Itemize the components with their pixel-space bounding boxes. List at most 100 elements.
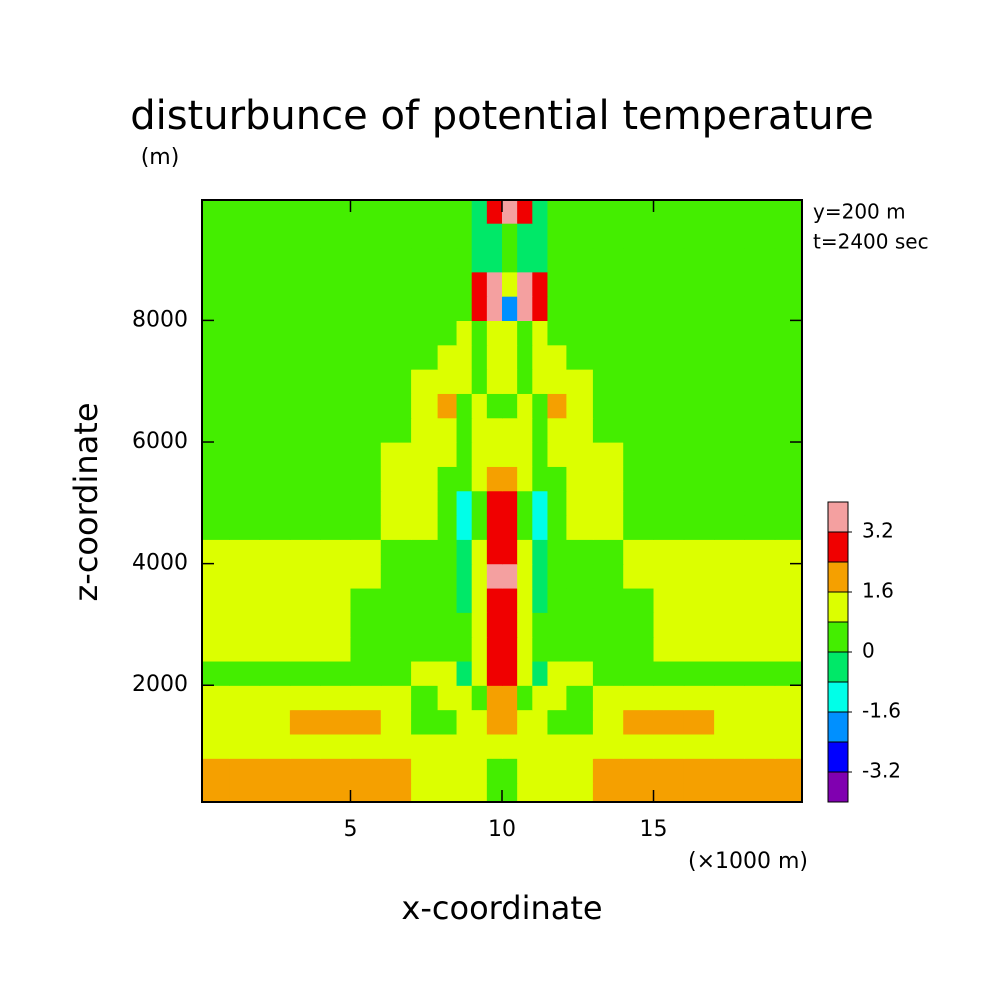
contour-cell [471,709,488,735]
contour-cell [229,247,261,273]
contour-cell [229,660,261,686]
contour-cell [229,612,261,638]
contour-cell [653,442,685,467]
contour-cell [259,200,291,224]
contour-cell [592,344,624,370]
contour-cell [547,247,567,273]
contour-cell [259,685,291,711]
contour-cell [517,709,533,735]
contour-cell [259,247,291,273]
contour-cell [289,271,321,297]
contour-cell [592,271,624,297]
contour-cell [229,539,261,565]
contour-cell [683,247,715,273]
contour-cell [592,685,624,711]
contour-cell [592,733,624,759]
contour-cell [202,539,230,565]
contour-cell [502,393,518,419]
contour-cell [350,636,382,662]
contour-cell [744,223,776,249]
contour-cell [350,612,382,638]
contour-cell [202,466,230,492]
contour-cell [411,223,439,249]
contour-cell [774,685,802,711]
contour-cell [259,539,291,565]
contour-cell [592,200,624,224]
contour-cell [566,271,594,297]
contour-cell [592,587,624,613]
contour-cell [532,660,549,686]
contour-cell [683,539,715,565]
contour-cell [486,223,503,249]
contour-cell [683,685,715,711]
contour-cell [774,733,802,759]
contour-cell [486,344,503,370]
contour-cell [471,417,488,443]
contour-cell [437,393,458,419]
contour-cell [486,612,503,638]
contour-cell [683,296,715,321]
contour-cell [456,563,473,589]
contour-cell [502,758,518,784]
contour-cell [744,344,776,370]
contour-cell [532,393,549,419]
contour-cell [592,563,624,589]
contour-cell [683,514,715,540]
contour-cell [502,296,518,321]
contour-cell [229,563,261,589]
contour-cell [320,587,352,613]
contour-cell [320,685,352,711]
contour-cell [532,709,549,735]
contour-cell [437,709,458,735]
y-tick-label: 6000 [132,429,188,454]
contour-cell [592,417,624,443]
y-unit-label: (m) [141,145,180,170]
contour-cell [502,369,518,394]
contour-cell [456,417,473,443]
contour-cell [547,539,567,565]
contour-cell [289,733,321,759]
contour-cell [566,320,594,346]
contour-cell [486,733,503,759]
contour-cell [547,466,567,492]
contour-cell [486,247,503,273]
contour-cell [320,320,352,346]
contour-cell [683,393,715,419]
contour-cell [744,685,776,711]
contour-cell [774,200,802,224]
contour-cell [744,417,776,443]
contour-cell [259,320,291,346]
contour-cell [411,320,439,346]
contour-cell [517,758,533,784]
contour-cell [502,466,518,492]
contour-cell [471,539,488,565]
contour-cell [744,539,776,565]
contour-cell [456,782,473,802]
contour-cell [320,709,352,735]
contour-cell [437,369,458,394]
contour-cell [714,636,746,662]
contour-cell [623,782,655,802]
contour-cell [623,466,655,492]
contour-cell [411,685,439,711]
contour-cell [774,660,802,686]
contour-cell [653,782,685,802]
contour-cell [532,247,549,273]
contour-cell [202,733,230,759]
contour-cell [259,466,291,492]
contour-cell [471,200,488,224]
contour-cell [517,200,533,224]
colorbar-tick-label: 3.2 [862,519,894,543]
contour-cell [202,344,230,370]
contour-cell [714,369,746,394]
contour-cell [683,709,715,735]
contour-cell [471,660,488,686]
contour-cell [437,200,458,224]
contour-cell [566,612,594,638]
contour-cell [471,587,488,613]
contour-cell [566,539,594,565]
contour-cell [320,442,352,467]
contour-cell [320,660,352,686]
contour-cell [566,490,594,516]
contour-cell [202,514,230,540]
